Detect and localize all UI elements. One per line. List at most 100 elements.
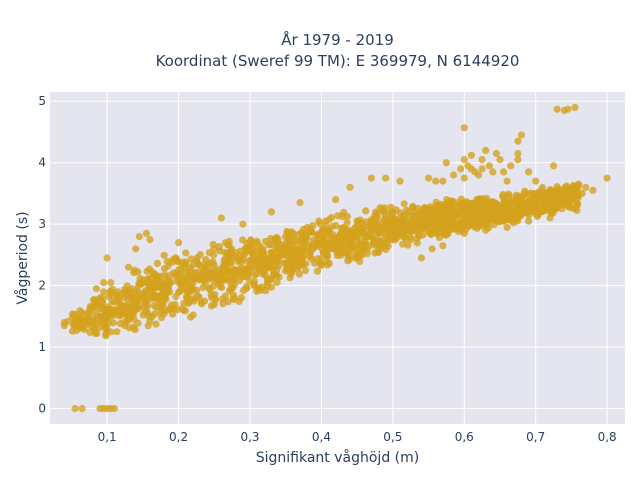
scatter-point	[332, 221, 340, 230]
scatter-point	[303, 223, 311, 231]
scatter-point	[437, 200, 445, 208]
tick-labels: 0,1 0,2 0,3 0,4 0,5 0,6 0,7 0,8 0 1 2 3 4 5	[38, 94, 616, 444]
scatter-point	[414, 218, 423, 226]
scatter-point	[399, 240, 407, 248]
chart-title-line1: År 1979 - 2019	[281, 30, 394, 49]
data-points	[60, 103, 611, 413]
scatter-point	[500, 217, 508, 225]
scatter-point	[400, 200, 408, 208]
scatter-point	[146, 236, 154, 244]
scatter-point	[228, 275, 236, 283]
scatter-point	[503, 177, 511, 185]
scatter-point	[187, 313, 195, 321]
scatter-point	[96, 294, 104, 302]
scatter-point	[478, 165, 486, 173]
scatter-point	[409, 203, 417, 212]
scatter-point	[525, 217, 533, 225]
scatter-point	[140, 288, 148, 296]
scatter-point	[196, 251, 204, 259]
scatter-point	[496, 156, 504, 164]
scatter-point	[250, 271, 259, 279]
scatter-point	[195, 293, 203, 301]
scatter-point	[223, 259, 231, 267]
scatter-point	[514, 213, 522, 221]
scatter-point	[352, 242, 360, 250]
scatter-point	[401, 218, 409, 226]
scatter-point	[442, 159, 450, 167]
scatter-point	[492, 149, 500, 158]
scatter-point	[309, 222, 317, 230]
scatter-point	[271, 248, 279, 256]
scatter-point	[489, 168, 497, 176]
scatter-point	[415, 226, 424, 234]
scatter-point	[270, 270, 278, 278]
scatter-point	[343, 218, 351, 227]
scatter-point	[175, 239, 183, 247]
scatter-point	[325, 216, 333, 224]
x-tick-label: 0,8	[598, 430, 617, 444]
scatter-point	[308, 228, 316, 236]
scatter-point	[207, 271, 215, 279]
scatter-point	[281, 267, 290, 275]
scatter-point	[184, 289, 192, 297]
scatter-point	[353, 250, 361, 258]
scatter-point	[425, 228, 434, 237]
scatter-point	[187, 255, 195, 263]
y-tick-label: 2	[38, 279, 46, 293]
scatter-point	[144, 322, 152, 330]
scatter-point	[387, 203, 395, 211]
scatter-point	[158, 282, 166, 290]
scatter-point	[467, 151, 475, 159]
scatter-point	[263, 281, 271, 290]
scatter-point	[514, 149, 522, 158]
scatter-point	[572, 203, 580, 211]
scatter-point	[156, 308, 164, 316]
scatter-point	[116, 320, 124, 328]
scatter-point	[546, 186, 554, 194]
scatter-point	[142, 229, 150, 237]
scatter-point	[178, 261, 186, 269]
scatter-point	[550, 162, 558, 170]
scatter-point	[546, 214, 554, 222]
scatter-point	[200, 268, 208, 276]
scatter-point	[448, 197, 456, 205]
scatter-point	[130, 315, 138, 323]
scatter-point	[200, 273, 208, 282]
scatter-point	[73, 319, 81, 327]
scatter-point	[316, 219, 324, 228]
scatter-point	[229, 270, 237, 278]
scatter-point	[221, 239, 230, 247]
scatter-point	[564, 105, 572, 113]
scatter-point	[270, 254, 278, 262]
scatter-point	[93, 308, 101, 316]
scatter-point	[200, 260, 208, 268]
scatter-point	[107, 279, 115, 287]
scatter-point	[210, 251, 218, 259]
x-tick-label: 0,3	[240, 430, 259, 444]
x-tick-label: 0,2	[169, 430, 188, 444]
scatter-point	[71, 405, 79, 413]
scatter-point	[313, 267, 322, 275]
scatter-point	[265, 241, 273, 249]
y-tick-label: 4	[38, 156, 46, 170]
scatter-point	[561, 200, 569, 208]
scatter-point	[560, 189, 568, 197]
scatter-point	[356, 216, 364, 224]
scatter-point	[530, 199, 538, 207]
scatter-point	[145, 312, 153, 320]
scatter-point	[478, 156, 486, 164]
scatter-point	[267, 208, 275, 216]
scatter-point	[299, 234, 307, 242]
scatter-point	[280, 259, 288, 267]
y-tick-label: 1	[38, 340, 46, 354]
scatter-point	[139, 311, 147, 319]
scatter-point	[371, 214, 379, 222]
scatter-point	[321, 248, 329, 256]
scatter-point	[244, 272, 252, 280]
scatter-point	[464, 162, 472, 170]
scatter-point	[281, 233, 289, 241]
scatter-point	[252, 258, 260, 266]
scatter-point	[182, 269, 190, 277]
scatter-point	[513, 203, 521, 211]
